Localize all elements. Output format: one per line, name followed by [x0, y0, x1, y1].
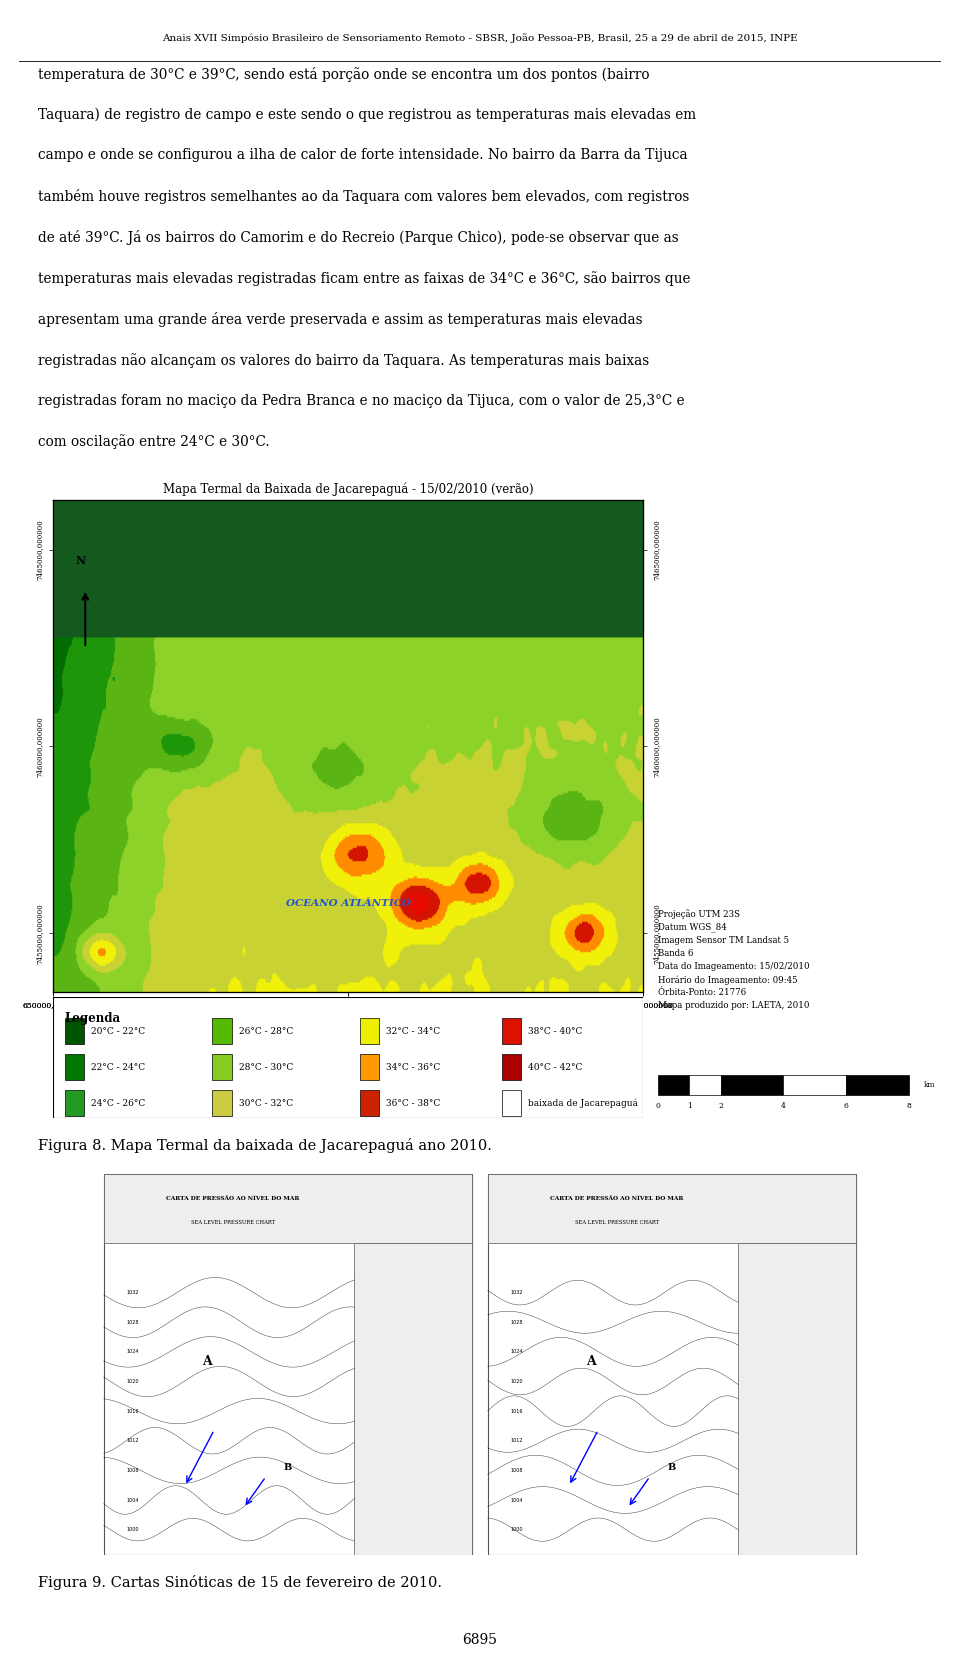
Text: registradas foram no maciço da Pedra Branca e no maciço da Tijuca, com o valor d: registradas foram no maciço da Pedra Bra… [38, 394, 685, 407]
Text: Legenda: Legenda [64, 1012, 121, 1024]
Text: 1004: 1004 [511, 1498, 523, 1503]
Text: 1016: 1016 [127, 1408, 139, 1413]
Text: 1008: 1008 [127, 1468, 139, 1473]
FancyBboxPatch shape [212, 1089, 231, 1116]
Text: 6: 6 [844, 1101, 849, 1109]
Text: Taquara) de registro de campo e este sendo o que registrou as temperaturas mais : Taquara) de registro de campo e este sen… [38, 108, 697, 122]
Text: Anais XVII Simpósio Brasileiro de Sensoriamento Remoto - SBSR, João Pessoa-PB, B: Anais XVII Simpósio Brasileiro de Sensor… [162, 33, 798, 43]
Text: 1012: 1012 [127, 1438, 139, 1443]
Text: SEA LEVEL PRESSURE CHART: SEA LEVEL PRESSURE CHART [191, 1219, 275, 1224]
Bar [847, 1076, 909, 1094]
Text: 1024: 1024 [511, 1349, 523, 1354]
Bar [783, 1076, 847, 1094]
FancyBboxPatch shape [360, 1017, 379, 1044]
Text: Figura 8. Mapa Termal da baixada de Jacarepaguá ano 2010.: Figura 8. Mapa Termal da baixada de Jaca… [38, 1139, 492, 1153]
Text: campo e onde se configurou a ilha de calor de forte intensidade. No bairro da Ba: campo e onde se configurou a ilha de cal… [38, 148, 688, 162]
Text: 38°C - 40°C: 38°C - 40°C [528, 1026, 583, 1036]
Bar [658, 1076, 689, 1094]
FancyBboxPatch shape [212, 1054, 231, 1081]
Text: 4: 4 [781, 1101, 786, 1109]
Text: 1000: 1000 [511, 1528, 523, 1533]
Text: 36°C - 38°C: 36°C - 38°C [386, 1099, 441, 1108]
Text: CARTA DE PRESSÃO AO NÍVEL DO MAR: CARTA DE PRESSÃO AO NÍVEL DO MAR [166, 1196, 300, 1201]
Text: registradas não alcançam os valores do bairro da Taquara. As temperaturas mais b: registradas não alcançam os valores do b… [38, 354, 650, 367]
Bar [104, 1174, 472, 1555]
Text: 26°C - 28°C: 26°C - 28°C [239, 1026, 293, 1036]
Text: km: km [924, 1081, 935, 1089]
FancyBboxPatch shape [64, 1054, 84, 1081]
FancyBboxPatch shape [64, 1017, 84, 1044]
Text: 0: 0 [655, 1101, 660, 1109]
Text: B: B [668, 1463, 676, 1471]
Text: 28°C - 30°C: 28°C - 30°C [239, 1063, 293, 1071]
Text: 1008: 1008 [511, 1468, 523, 1473]
Text: 1020: 1020 [127, 1379, 139, 1384]
Text: 1016: 1016 [511, 1408, 523, 1413]
Text: 6895: 6895 [463, 1633, 497, 1646]
Bar [104, 1174, 472, 1243]
Text: temperaturas mais elevadas registradas ficam entre as faixas de 34°C e 36°C, são: temperaturas mais elevadas registradas f… [38, 272, 691, 285]
Text: 1: 1 [686, 1101, 691, 1109]
Text: 1000: 1000 [127, 1528, 139, 1533]
Text: 2: 2 [718, 1101, 723, 1109]
Text: apresentam uma grande área verde preservada e assim as temperaturas mais elevada: apresentam uma grande área verde preserv… [38, 312, 643, 327]
Text: A: A [586, 1354, 596, 1368]
Text: N: N [75, 555, 85, 567]
Text: 1028: 1028 [511, 1319, 523, 1324]
Text: 24°C - 26°C: 24°C - 26°C [91, 1099, 145, 1108]
Text: baixada de Jacarepaguá: baixada de Jacarepaguá [528, 1099, 638, 1108]
Text: 34°C - 36°C: 34°C - 36°C [386, 1063, 441, 1071]
Text: Figura 9. Cartas Sinóticas de 15 de fevereiro de 2010.: Figura 9. Cartas Sinóticas de 15 de feve… [38, 1576, 443, 1590]
FancyBboxPatch shape [212, 1017, 231, 1044]
Text: 40°C - 42°C: 40°C - 42°C [528, 1063, 583, 1071]
Text: 1028: 1028 [127, 1319, 139, 1324]
Text: 1032: 1032 [511, 1289, 523, 1294]
Text: temperatura de 30°C e 39°C, sendo está porção onde se encontra um dos pontos (ba: temperatura de 30°C e 39°C, sendo está p… [38, 67, 650, 82]
Text: 20°C - 22°C: 20°C - 22°C [91, 1026, 145, 1036]
Text: A: A [202, 1354, 212, 1368]
Bar [354, 1243, 472, 1555]
Bar [738, 1243, 856, 1555]
Text: 30°C - 32°C: 30°C - 32°C [239, 1099, 293, 1108]
FancyBboxPatch shape [64, 1089, 84, 1116]
FancyBboxPatch shape [501, 1054, 521, 1081]
FancyBboxPatch shape [501, 1089, 521, 1116]
Text: com oscilação entre 24°C e 30°C.: com oscilação entre 24°C e 30°C. [38, 435, 270, 449]
Bar [488, 1174, 856, 1555]
FancyBboxPatch shape [360, 1054, 379, 1081]
Text: 1004: 1004 [127, 1498, 139, 1503]
Text: 32°C - 34°C: 32°C - 34°C [386, 1026, 441, 1036]
Text: 8: 8 [907, 1101, 912, 1109]
FancyBboxPatch shape [360, 1089, 379, 1116]
Text: 1024: 1024 [127, 1349, 139, 1354]
FancyBboxPatch shape [501, 1017, 521, 1044]
Text: B: B [284, 1463, 292, 1471]
Text: de até 39°C. Já os bairros do Camorim e do Recreio (Parque Chico), pode-se obser: de até 39°C. Já os bairros do Camorim e … [38, 230, 679, 245]
Text: Projeção UTM 23S
Datum WGS_84
Imagem Sensor TM Landsat 5
Banda 6
Data do Imageam: Projeção UTM 23S Datum WGS_84 Imagem Sen… [658, 909, 809, 1011]
Text: 1020: 1020 [511, 1379, 523, 1384]
Text: 1032: 1032 [127, 1289, 139, 1294]
Bar [488, 1174, 856, 1243]
Text: 22°C - 24°C: 22°C - 24°C [91, 1063, 145, 1071]
Bar [689, 1076, 721, 1094]
Bar [721, 1076, 783, 1094]
Text: SEA LEVEL PRESSURE CHART: SEA LEVEL PRESSURE CHART [575, 1219, 659, 1224]
Text: CARTA DE PRESSÃO AO NÍVEL DO MAR: CARTA DE PRESSÃO AO NÍVEL DO MAR [550, 1196, 684, 1201]
Text: 1012: 1012 [511, 1438, 523, 1443]
Title: Mapa Termal da Baixada de Jacarepaguá - 15/02/2010 (verão): Mapa Termal da Baixada de Jacarepaguá - … [162, 484, 534, 497]
Text: também houve registros semelhantes ao da Taquara com valores bem elevados, com r: também houve registros semelhantes ao da… [38, 190, 690, 203]
Text: OCEANO ATLÂNTICO: OCEANO ATLÂNTICO [285, 899, 411, 909]
